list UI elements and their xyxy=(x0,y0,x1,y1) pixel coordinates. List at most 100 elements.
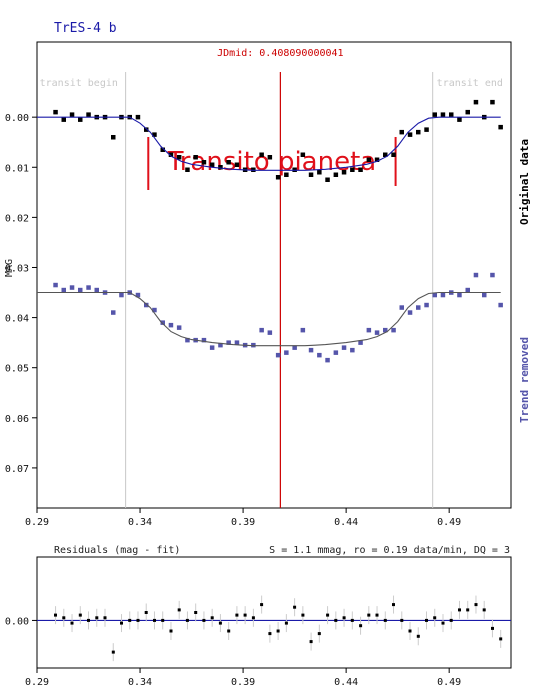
original-data-point xyxy=(160,147,165,152)
residual-point xyxy=(218,621,222,625)
trend-removed-point xyxy=(201,337,207,343)
trend-removed-point xyxy=(86,285,91,290)
residual-plot-frame xyxy=(36,556,512,669)
original-data-point xyxy=(259,152,264,157)
trend-removed-point xyxy=(53,282,58,288)
trend-removed-point xyxy=(61,287,66,293)
y-tick-label: 0.04 xyxy=(5,314,29,325)
chart-title: TrES-4 b xyxy=(54,21,117,36)
residual-point xyxy=(169,629,173,633)
trend-removed-point xyxy=(94,287,99,293)
residual-point xyxy=(62,616,66,620)
y-tick-label: 0.02 xyxy=(5,213,29,224)
original-data-point xyxy=(432,112,437,117)
original-data-point xyxy=(333,172,339,177)
trend-removed-point xyxy=(383,327,388,333)
trend-removed-point xyxy=(391,327,396,333)
residual-point xyxy=(458,608,461,612)
trend-removed-point xyxy=(407,310,413,315)
original-data-point xyxy=(374,157,380,162)
y-tick-label: 0.03 xyxy=(5,263,29,274)
original-data-label: Original data xyxy=(518,139,531,225)
residual-point xyxy=(95,616,99,620)
trend-removed-point xyxy=(457,292,462,298)
trend-removed-point xyxy=(482,292,487,298)
residual-point xyxy=(260,603,264,607)
trend-removed-point xyxy=(440,292,446,298)
residual-point xyxy=(433,616,437,620)
original-data-point xyxy=(135,114,141,120)
residual-x-tick-label: 0.34 xyxy=(128,677,152,688)
residual-point xyxy=(243,613,247,617)
trend-removed-point xyxy=(308,347,314,353)
original-data-point xyxy=(193,155,198,160)
residual-point xyxy=(284,621,288,625)
trend-removed-point xyxy=(465,287,470,293)
trend-removed-point xyxy=(69,285,75,290)
trend-removed-point xyxy=(432,292,437,298)
original-fit-line xyxy=(37,116,501,171)
original-data-point xyxy=(424,127,429,132)
residual-point xyxy=(441,621,445,625)
residual-point xyxy=(128,618,132,622)
residual-point xyxy=(317,632,321,636)
original-data-point xyxy=(407,132,413,137)
residual-point xyxy=(120,621,123,625)
original-data-point xyxy=(267,155,273,160)
original-data-point xyxy=(144,127,149,132)
original-data-point xyxy=(78,117,83,122)
main-plot-frame xyxy=(36,41,512,509)
residual-x-tick-label: 0.49 xyxy=(437,677,461,688)
trend-removed-point xyxy=(226,340,231,345)
residual-point xyxy=(235,613,239,617)
original-data-point xyxy=(465,109,470,115)
trend-removed-point xyxy=(160,320,165,325)
original-data-point xyxy=(111,135,116,140)
residual-point xyxy=(210,616,214,620)
residual-x-tick-label: 0.29 xyxy=(25,677,49,688)
trend-removed-point xyxy=(490,272,495,278)
original-data-point xyxy=(325,177,330,182)
residual-point xyxy=(359,624,363,628)
original-data-point xyxy=(317,170,322,175)
residual-y-tick-label: 0.00 xyxy=(5,616,29,627)
transit-annotation: Transito pianeta xyxy=(167,147,377,177)
trend-removed-point xyxy=(317,352,322,358)
residual-point xyxy=(342,616,346,620)
y-tick-label: 0.00 xyxy=(5,113,29,124)
trend-removed-point xyxy=(267,330,273,335)
residuals-stats: S = 1.1 mmag, ro = 0.19 data/min, DQ = 3 xyxy=(269,545,510,556)
original-data-point xyxy=(176,155,182,160)
trend-removed-point xyxy=(284,350,289,355)
residual-point xyxy=(136,618,140,622)
original-data-point xyxy=(69,112,75,117)
trend-removed-point xyxy=(152,307,157,313)
trend-removed-point xyxy=(498,302,503,308)
original-data-point xyxy=(449,112,454,117)
residual-point xyxy=(375,613,379,617)
residual-point xyxy=(103,616,107,620)
residual-point xyxy=(161,618,165,622)
original-data-point xyxy=(383,152,388,157)
residual-point xyxy=(194,611,198,614)
trend-removed-point xyxy=(78,287,83,293)
residual-point xyxy=(54,613,57,617)
y-tick-label: 0.06 xyxy=(5,414,29,425)
trend-removed-point xyxy=(350,347,355,353)
original-data-point xyxy=(234,162,240,167)
trend-removed-point xyxy=(424,302,429,308)
original-data-point xyxy=(275,175,281,180)
original-data-point xyxy=(61,117,66,122)
residual-point xyxy=(301,613,305,617)
trend-removed-point xyxy=(325,357,330,363)
main-axis-ticks: 0.29 0.34 0.39 0.44 0.49 0.00 0.01 0.02 0.03 0.04… xyxy=(5,113,461,528)
residual-data-marks xyxy=(37,595,511,662)
original-data-point xyxy=(399,129,404,135)
original-data-point xyxy=(201,160,207,165)
residual-point xyxy=(416,634,420,638)
residual-point xyxy=(367,613,371,617)
original-data-point xyxy=(308,172,314,177)
y-axis-label: MAG xyxy=(4,259,15,277)
original-data-point xyxy=(284,172,289,177)
original-data-point xyxy=(473,99,479,105)
